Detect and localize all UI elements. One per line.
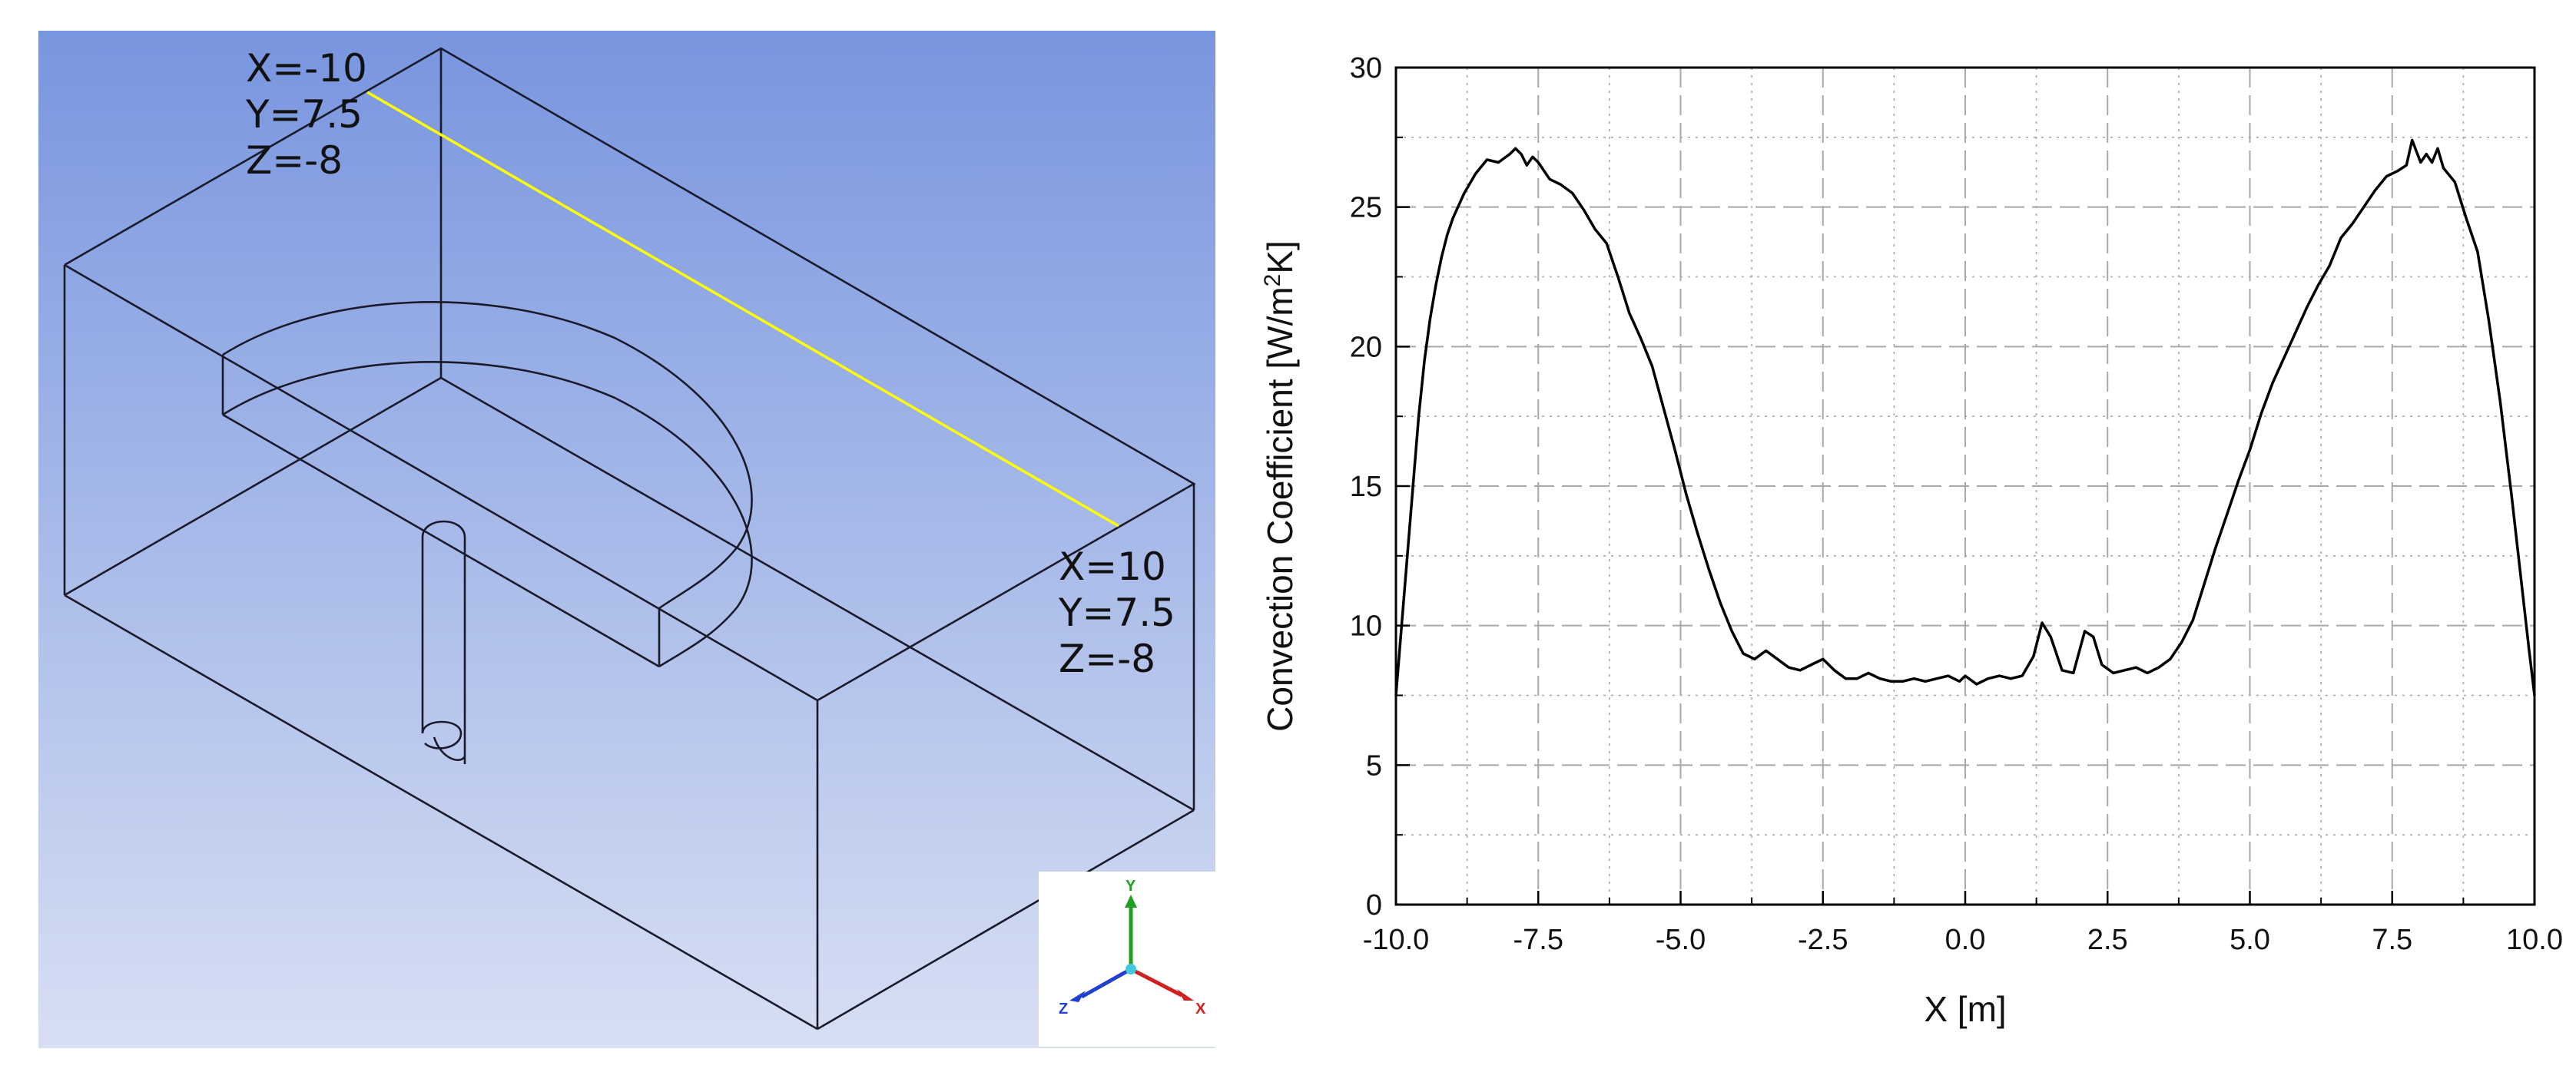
y-axis-label-main: Convection Coefficient [W/m xyxy=(1260,286,1300,732)
point-end-y: Y=7.5 xyxy=(1058,591,1175,635)
x-tick-label: 0.0 xyxy=(1945,924,1986,956)
triad-background xyxy=(1039,872,1215,1047)
x-axis-label: X [m] xyxy=(1924,989,2006,1029)
box-hidden-edge xyxy=(440,376,1195,812)
y-tick-label: 5 xyxy=(1366,749,1382,782)
ticks xyxy=(1394,66,2536,906)
axis-triad: Y X Z xyxy=(1039,872,1215,1047)
triad-origin-icon xyxy=(1126,964,1136,974)
box-edge xyxy=(817,809,1195,1031)
z-arrow-head-icon xyxy=(1069,991,1086,1002)
y-tick-label: 10 xyxy=(1350,610,1382,643)
y-tick-label: 25 xyxy=(1350,192,1382,224)
y-tick-label: 0 xyxy=(1366,889,1382,922)
pipe-top-rim xyxy=(421,520,466,538)
x-tick-label: -7.5 xyxy=(1513,924,1563,956)
y-tick-label: 20 xyxy=(1350,331,1382,363)
x-arrow-head-icon xyxy=(1177,989,1194,1001)
grid xyxy=(1396,68,2535,905)
box-edge xyxy=(64,594,818,1031)
y-axis-label-superscript: 2 xyxy=(1260,274,1285,287)
z-axis-arrow xyxy=(1080,967,1132,999)
y-axis-label: Convection Coefficient [W/m2K] xyxy=(1260,240,1300,732)
x-tick-label: 10.0 xyxy=(2506,924,2563,956)
cfd-viewport[interactable]: X=-10 Y=7.5 Z=-8 X=10 Y=7.5 Z=-8 Y X Z xyxy=(0,0,1245,1082)
x-tick-label: -5.0 xyxy=(1656,924,1706,956)
tick-labels: -10.0 -7.5 -5.0 -2.5 0.0 2.5 5.0 7.5 10.0 0 5 10 15 2… xyxy=(1350,52,2563,956)
box-hidden-edge xyxy=(64,376,442,597)
cfd-viewport-panel: X=-10 Y=7.5 Z=-8 X=10 Y=7.5 Z=-8 Y X Z xyxy=(0,0,1245,1082)
x-tick-label: 7.5 xyxy=(2372,924,2412,956)
shelf-edge xyxy=(222,413,660,668)
series-line xyxy=(1394,138,2536,696)
y-arrow-head-icon xyxy=(1125,895,1137,908)
shelf-arc-bottom xyxy=(222,361,753,668)
y-tick-label: 15 xyxy=(1350,471,1382,503)
x-tick-label: 2.5 xyxy=(2087,924,2128,956)
shelf-arc-top xyxy=(222,301,753,610)
x-tick-label: -2.5 xyxy=(1798,924,1848,956)
x-tick-label: -10.0 xyxy=(1363,924,1430,956)
series-layer xyxy=(1394,138,2536,696)
probe-line xyxy=(366,91,1119,528)
point-start-z: Z=-8 xyxy=(246,138,343,183)
viewport-background xyxy=(38,31,1215,1048)
pipe-outlet-curl xyxy=(433,736,466,761)
y-tick-label: 30 xyxy=(1350,52,1382,84)
triad-x-label: X xyxy=(1195,1001,1206,1017)
tank-wireframe xyxy=(63,47,1196,1031)
x-axis-arrow xyxy=(1129,967,1183,998)
x-tick-label: 5.0 xyxy=(2230,924,2270,956)
convection-chart: -10.0 -7.5 -5.0 -2.5 0.0 2.5 5.0 7.5 10.0 0 5 10 15 2… xyxy=(1260,52,2563,1029)
point-start-y: Y=7.5 xyxy=(245,92,363,137)
triad-y-label: Y xyxy=(1126,878,1136,895)
point-start-x: X=-10 xyxy=(246,46,367,91)
chart-panel: -10.0 -7.5 -5.0 -2.5 0.0 2.5 5.0 7.5 10.0 0 5 10 15 2… xyxy=(1229,0,2576,1082)
pipe-outlet xyxy=(421,720,462,749)
point-end-x: X=10 xyxy=(1059,544,1166,589)
y-axis-label-end: K] xyxy=(1260,240,1300,273)
triad-z-label: Z xyxy=(1059,1001,1068,1017)
point-end-z: Z=-8 xyxy=(1059,637,1155,681)
